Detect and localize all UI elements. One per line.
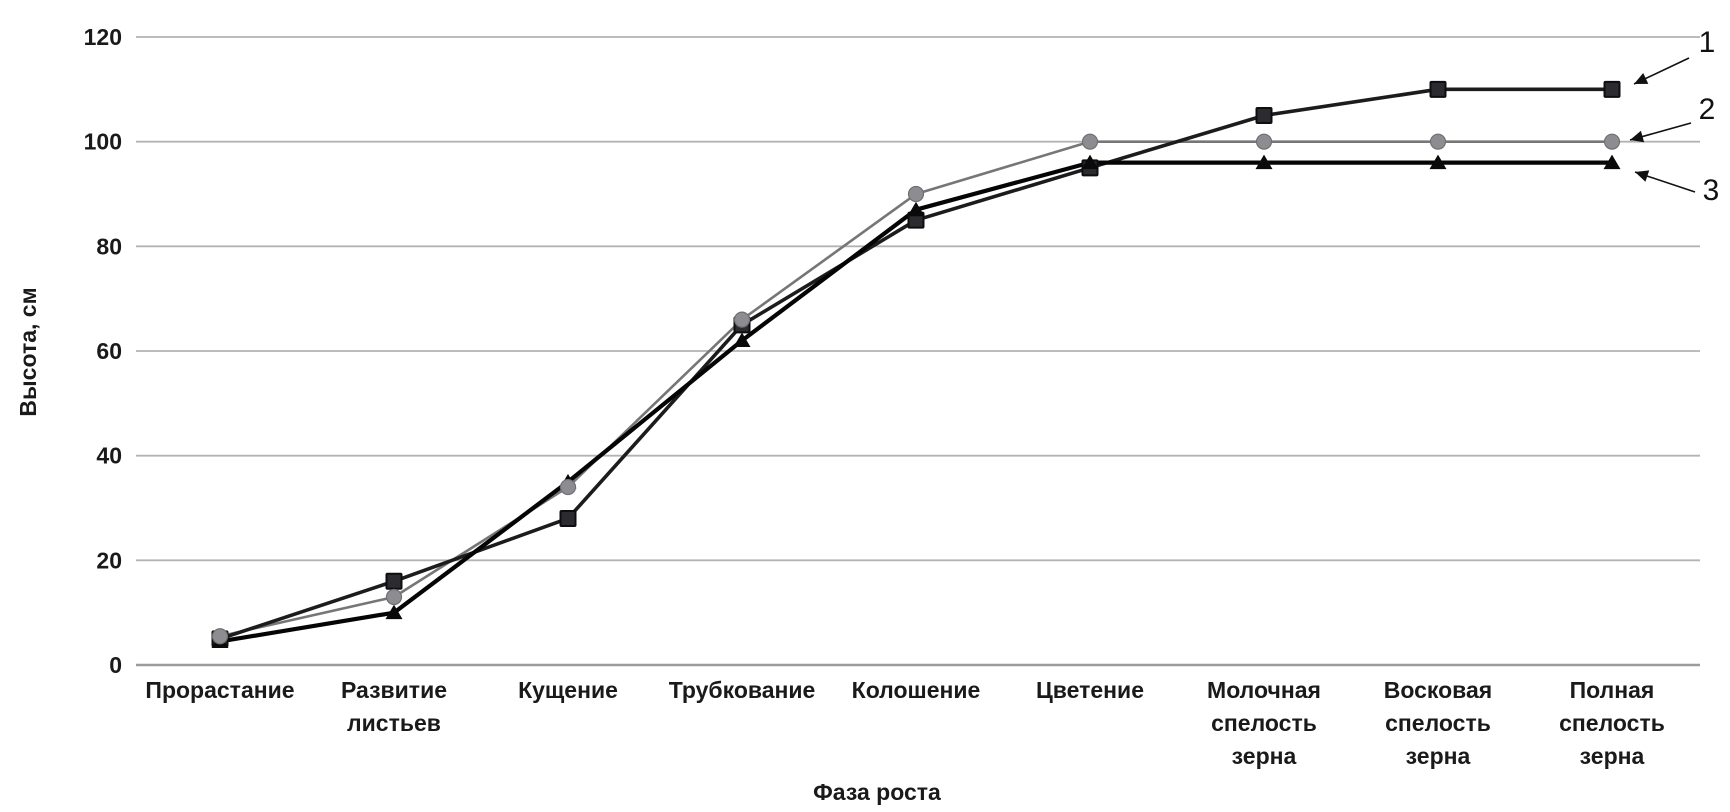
series-3-marker: [1081, 154, 1099, 170]
series-2-marker: [1429, 133, 1447, 150]
y-tick-label: 80: [96, 233, 122, 259]
x-category-label: Развитие листьев: [341, 677, 447, 736]
x-category-label: Восковая спелость зерна: [1384, 677, 1492, 769]
series-2-marker: [1255, 133, 1273, 150]
series-2-marker: [733, 311, 751, 328]
series-3-marker: [907, 201, 925, 217]
series-3-marker: [385, 604, 403, 620]
y-tick-label: 120: [84, 24, 122, 50]
series-2-marker: [559, 478, 577, 496]
x-category-label: Колошение: [852, 677, 981, 703]
x-category-label: Кущение: [518, 677, 618, 703]
series-2-marker: [1603, 133, 1621, 150]
y-axis-title: Высота, см: [15, 287, 41, 416]
series-1-label: 1: [1699, 26, 1716, 59]
series-2-arrowhead: [1630, 130, 1645, 143]
y-tick-label: 20: [96, 547, 122, 573]
y-tick-label: 60: [96, 338, 122, 364]
series-1-marker: [1429, 80, 1447, 98]
y-tick-label: 100: [84, 129, 122, 155]
x-category-label: Трубкование: [669, 677, 816, 703]
x-category-label: Цветение: [1036, 677, 1144, 703]
series-3-marker: [1429, 154, 1447, 170]
series-1-arrowhead: [1634, 73, 1649, 84]
series-3-arrowhead: [1635, 170, 1650, 182]
series-2-marker: [211, 628, 229, 645]
series-3-marker: [1255, 154, 1273, 170]
y-tick-label: 40: [96, 443, 122, 469]
series-1-marker: [1255, 107, 1273, 124]
series-2-marker: [907, 185, 925, 203]
series-2-label: 2: [1699, 93, 1716, 126]
x-category-label: Полная спелость зерна: [1559, 677, 1665, 769]
series-3-label: 3: [1703, 174, 1720, 207]
x-axis-title: Фаза роста: [813, 779, 941, 805]
chart-generated-content: 0 20 40 60 80 100 120 Прорастание Развитие листье…: [84, 24, 1720, 769]
series-1-line: [219, 87, 1612, 641]
x-category-label: Прорастание: [145, 677, 294, 703]
series-3-marker: [733, 332, 751, 348]
series-2-marker: [385, 588, 403, 606]
series-2-marker: [1081, 133, 1099, 150]
series-3-marker: [1603, 154, 1621, 170]
y-tick-label: 0: [109, 652, 122, 678]
series-1-marker: [559, 509, 577, 527]
series-1-marker: [385, 572, 403, 590]
series-1-marker: [1603, 80, 1621, 98]
x-category-label: Молочная спелость зерна: [1207, 677, 1321, 769]
